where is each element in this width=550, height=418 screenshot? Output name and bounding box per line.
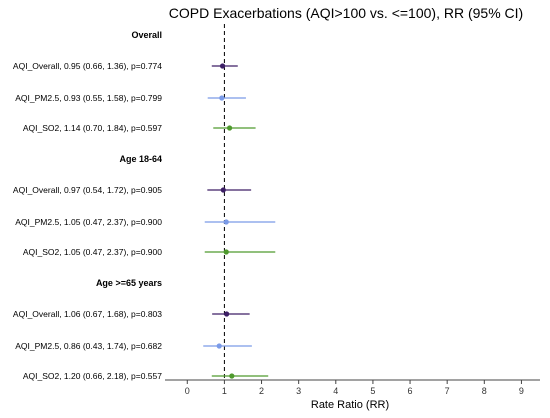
point-estimate [219,95,225,101]
row-label: AQI_Overall, 0.97 (0.54, 1.72), p=0.905 [13,185,162,195]
x-tick-label: 3 [296,386,301,396]
point-estimate [219,63,226,69]
point-estimate [220,187,226,193]
x-tick-label: 0 [185,386,190,396]
x-tick-label: 1 [222,386,227,396]
row-label: AQI_SO2, 1.05 (0.47, 2.37), p=0.900 [23,247,162,257]
x-tick-label: 8 [482,386,487,396]
group-label: Age >=65 years [96,278,162,288]
x-tick-label: 9 [519,386,524,396]
row-label: AQI_SO2, 1.14 (0.70, 1.84), p=0.597 [23,123,162,133]
plot-area: 0 1 2 3 4 5 6 7 8 9 Overall AQI_Overall, 0.95 (0.66… [13,24,540,396]
row-label: AQI_PM2.5, 0.93 (0.55, 1.58), p=0.799 [15,93,162,103]
row-label: AQI_Overall, 0.95 (0.66, 1.36), p=0.774 [13,61,162,71]
x-tick-label: 5 [370,386,375,396]
point-estimate [216,343,222,349]
point-estimate [223,219,229,225]
row-label: AQI_PM2.5, 0.86 (0.43, 1.74), p=0.682 [15,341,162,351]
x-tick-label: 6 [408,386,413,396]
x-tick-label: 4 [333,386,338,396]
point-estimate [224,311,230,317]
group-label: Overall [131,30,162,40]
row-label: AQI_PM2.5, 1.05 (0.47, 2.37), p=0.900 [15,217,162,227]
point-estimate [223,249,229,255]
x-axis-title: Rate Ratio (RR) [311,399,389,411]
group-label: Age 18-64 [119,154,162,164]
row-label: AQI_Overall, 1.06 (0.67, 1.68), p=0.803 [13,309,162,319]
point-estimate [229,373,235,379]
chart-title: COPD Exacerbations (AQI>100 vs. <=100), … [169,5,523,21]
row-label: AQI_SO2, 1.20 (0.66, 2.18), p=0.557 [23,371,162,381]
x-tick-label: 2 [259,386,264,396]
x-tick-label: 7 [445,386,450,396]
point-estimate [227,125,233,131]
